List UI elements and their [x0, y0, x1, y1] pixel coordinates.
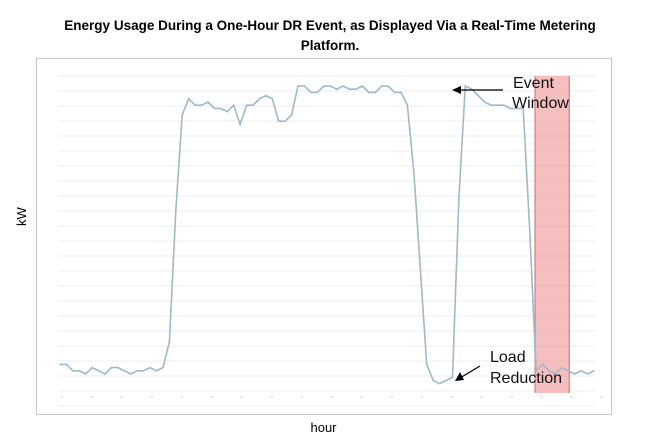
data-point — [387, 85, 389, 87]
data-point — [104, 373, 106, 375]
data-point — [573, 373, 576, 375]
data-point — [207, 101, 209, 103]
data-point — [528, 229, 531, 231]
data-point — [271, 98, 274, 100]
data-point — [554, 373, 557, 375]
data-point — [509, 107, 512, 110]
data-point — [59, 363, 61, 366]
data-point — [451, 376, 454, 379]
data-point — [413, 171, 415, 174]
data-point — [503, 104, 505, 106]
load-reduction-arrow — [459, 365, 481, 379]
data-point — [123, 370, 126, 372]
series-line — [60, 84, 595, 385]
load-reduction-label-line1: Load — [490, 349, 526, 366]
data-point — [162, 366, 164, 369]
data-point — [535, 370, 537, 372]
data-point — [168, 341, 171, 343]
data-point — [322, 85, 325, 87]
data-point — [458, 197, 460, 199]
data-point — [181, 114, 184, 116]
data-point — [155, 370, 158, 372]
data-point — [316, 91, 319, 94]
data-point — [593, 370, 595, 372]
data-point — [548, 370, 550, 372]
data-point — [91, 366, 93, 369]
data-point — [213, 107, 216, 110]
data-point — [355, 88, 357, 90]
data-point — [586, 373, 589, 375]
data-point — [445, 379, 447, 382]
data-point — [194, 104, 196, 106]
data-point — [277, 120, 280, 122]
data-point — [72, 370, 74, 372]
data-point — [400, 91, 402, 94]
data-point — [303, 85, 306, 87]
data-point — [567, 370, 570, 372]
data-point — [361, 85, 364, 87]
data-point — [515, 107, 518, 110]
data-point — [239, 123, 241, 126]
data-point — [258, 98, 261, 100]
data-point — [490, 104, 492, 106]
event-window-band — [535, 76, 570, 393]
data-point — [380, 85, 383, 87]
data-point — [393, 91, 396, 94]
data-point — [580, 370, 582, 372]
data-point — [522, 107, 525, 110]
data-point — [129, 373, 132, 375]
data-point — [368, 91, 370, 94]
data-point — [419, 267, 422, 270]
data-point — [329, 85, 332, 87]
data-point — [290, 114, 293, 116]
data-point — [220, 107, 222, 110]
data-point — [78, 370, 81, 372]
data-point — [97, 370, 100, 372]
plot-frame — [36, 58, 612, 415]
data-point — [232, 104, 235, 106]
event-window-label-line2: Window — [512, 95, 569, 112]
data-point — [496, 104, 499, 106]
data-point — [483, 101, 486, 103]
data-point — [187, 98, 190, 100]
data-point — [252, 104, 254, 106]
data-point — [117, 366, 119, 369]
data-point — [310, 91, 312, 94]
data-point — [175, 210, 177, 212]
event-window-label-line1: Event — [513, 75, 554, 92]
data-point — [464, 85, 467, 87]
data-point — [65, 363, 68, 366]
data-point — [541, 363, 544, 366]
data-point — [200, 104, 203, 106]
gridlines — [58, 75, 603, 407]
data-point — [335, 88, 338, 90]
data-point — [348, 88, 351, 90]
data-point — [226, 110, 229, 113]
data-point — [265, 94, 267, 97]
data-point — [84, 373, 87, 375]
data-point — [284, 120, 286, 122]
data-point — [432, 379, 434, 382]
data-point — [297, 85, 299, 87]
data-point — [342, 85, 344, 87]
chart-title: Energy Usage During a One-Hour DR Event,… — [64, 18, 596, 53]
data-point — [406, 104, 409, 106]
data-point — [136, 370, 139, 372]
data-point — [149, 366, 151, 369]
data-point — [477, 94, 479, 97]
data-point — [425, 363, 428, 366]
load-reduction-label-line2: Reduction — [490, 370, 562, 387]
data-point — [142, 370, 145, 372]
data-point — [438, 382, 441, 385]
event-window-arrowhead — [452, 86, 461, 94]
data-point — [561, 366, 563, 369]
x-axis-label: hour — [310, 420, 337, 435]
load-reduction-arrowhead — [455, 372, 464, 381]
data-point — [110, 366, 113, 369]
data-point — [374, 91, 377, 94]
series-points — [59, 85, 595, 385]
data-point — [245, 104, 248, 106]
